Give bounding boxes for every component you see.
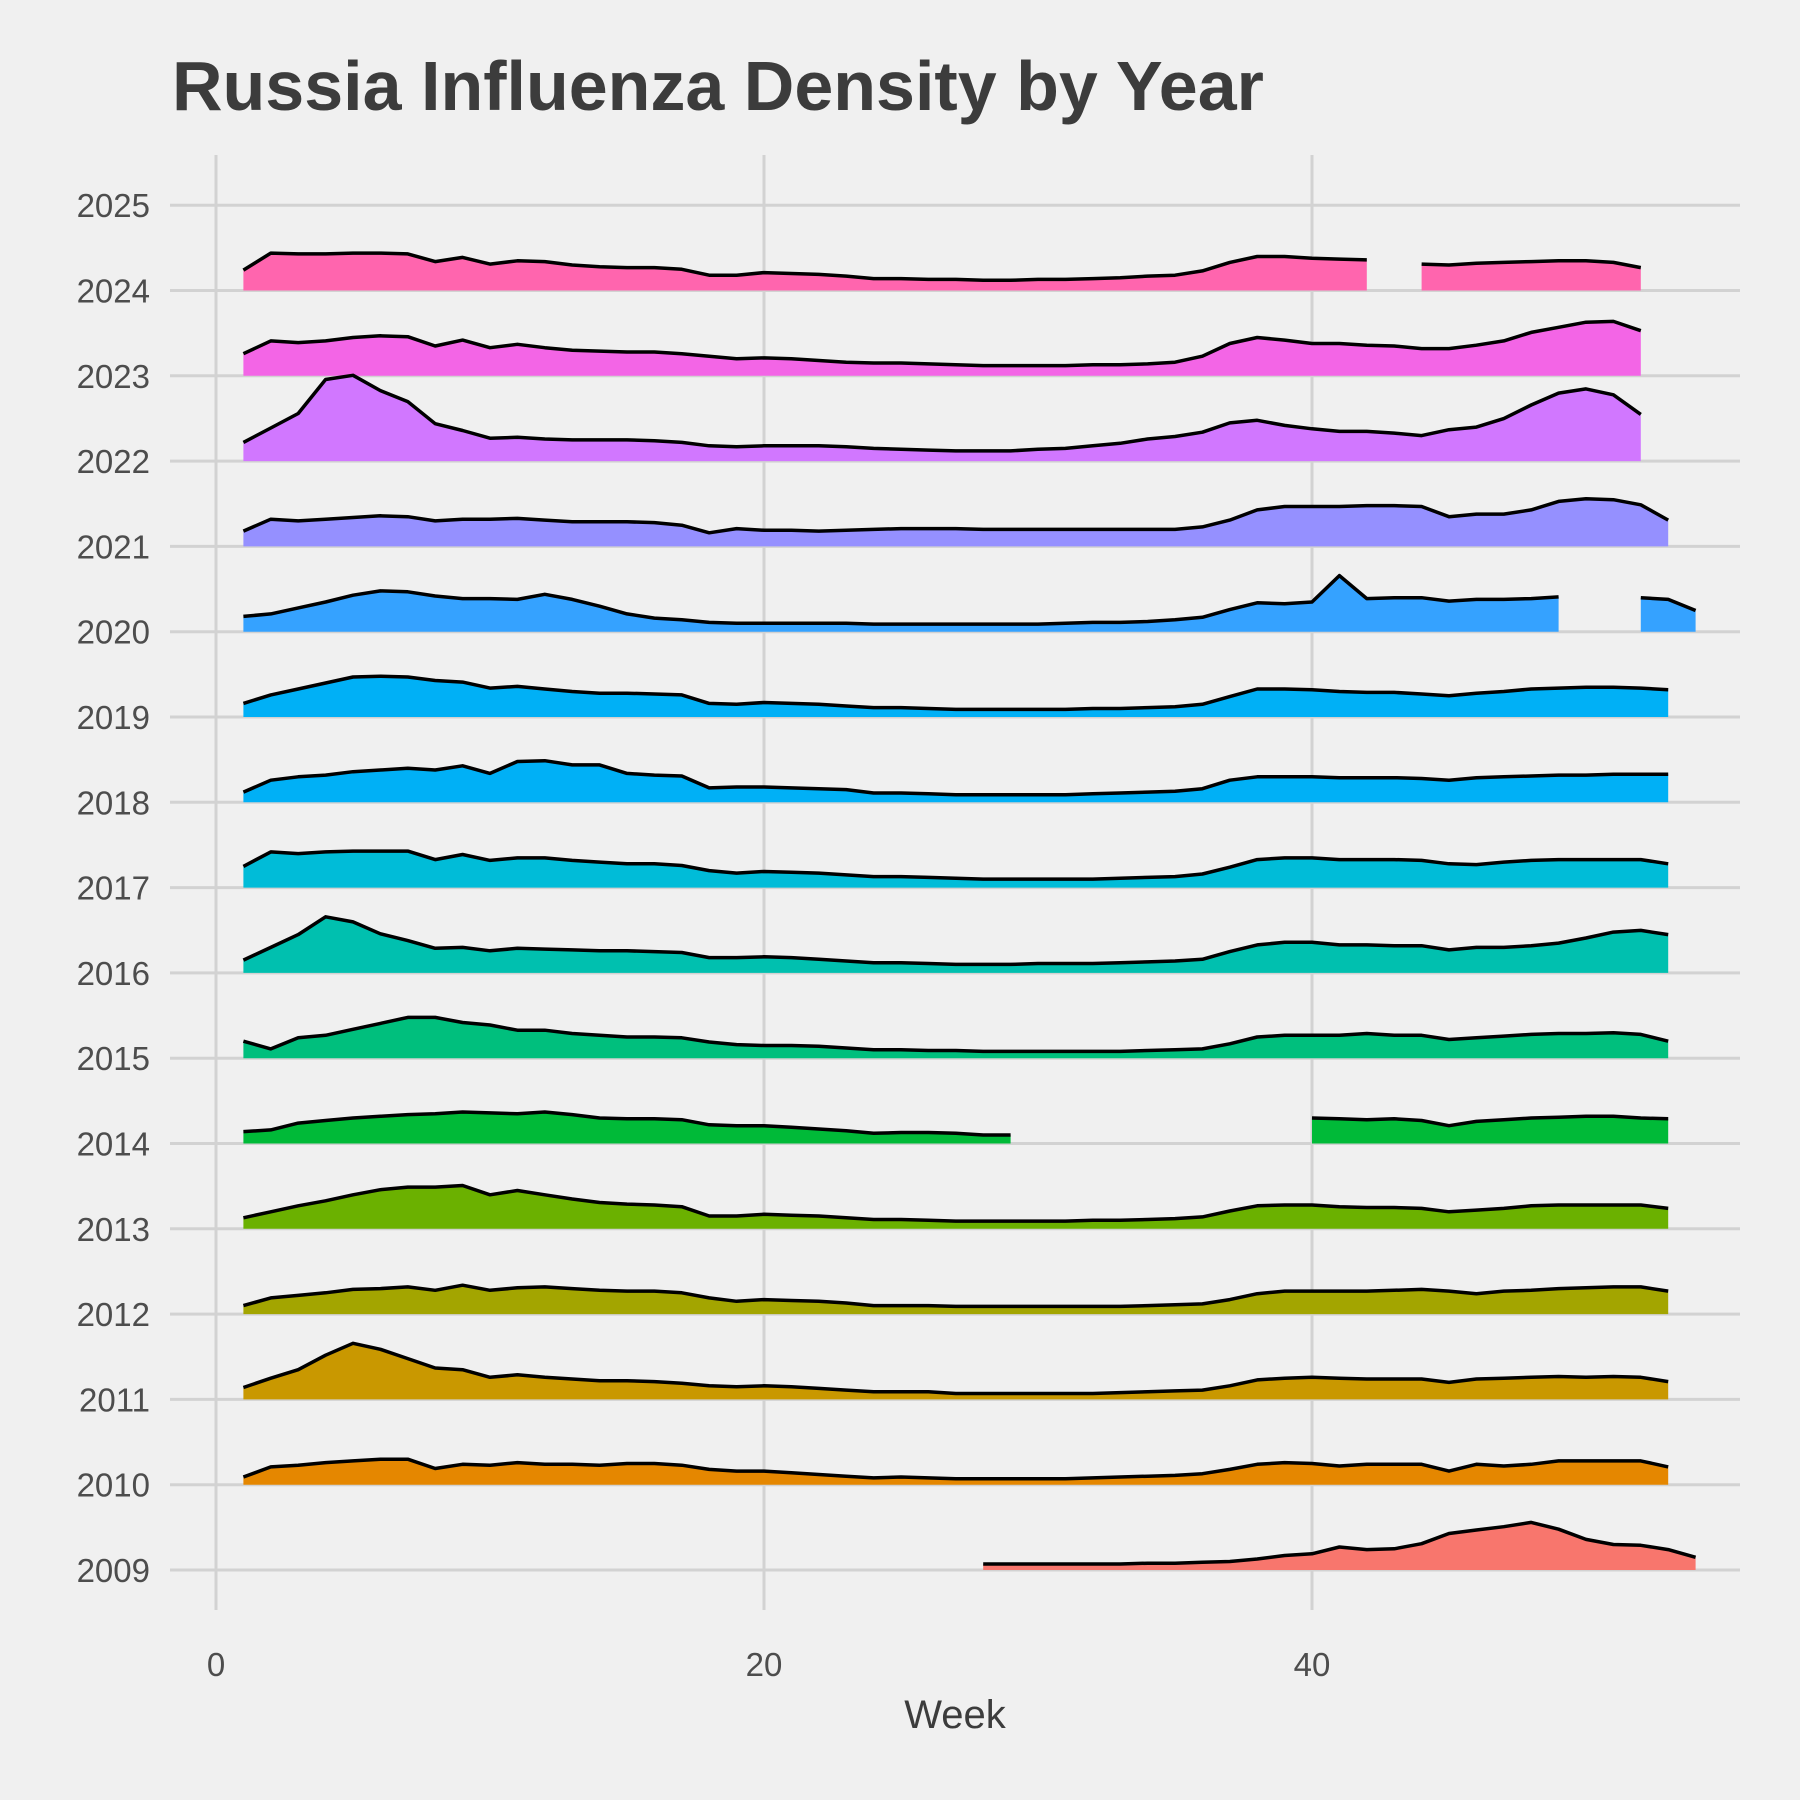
ridge-2015 — [242, 1015, 1669, 1059]
axis-ticks: 0 20 40 2009 2010 2011 2012 2013 2014 2015 2016 201… — [77, 187, 1331, 1683]
y-tick-label: 2023 — [77, 358, 150, 395]
ridges — [242, 251, 1697, 1570]
ridge-area — [243, 1185, 1669, 1229]
ridge-area — [243, 1017, 1669, 1059]
ridge-area — [243, 1285, 1669, 1315]
ridge-line — [983, 1520, 1697, 1566]
ridge-2016 — [242, 915, 1669, 973]
y-tick-label: 2010 — [77, 1467, 150, 1504]
x-axis-title: Week — [904, 1693, 1007, 1737]
chart-title: Russia Influenza Density by Year — [172, 47, 1264, 125]
y-tick-label: 2012 — [77, 1296, 150, 1333]
ridge-area — [243, 321, 1641, 376]
x-tick-label: 40 — [1294, 1646, 1331, 1683]
y-tick-label: 2018 — [77, 784, 150, 821]
ridge-line — [1421, 259, 1642, 270]
ridge-area — [243, 498, 1669, 547]
ridge-2022 — [242, 373, 1642, 462]
ridge-line — [242, 319, 1642, 368]
ridge-line — [242, 251, 1367, 283]
ridge-2013 — [243, 1183, 1669, 1229]
ridge-2019 — [242, 674, 1669, 717]
ridge-area — [243, 1459, 1669, 1485]
ridge-2012 — [242, 1283, 1669, 1315]
ridge-2009 — [983, 1520, 1697, 1570]
ridge-line — [242, 1015, 1669, 1054]
ridge-2018 — [242, 758, 1669, 803]
ridge-2021 — [242, 497, 1670, 547]
ridge-line — [243, 1183, 1669, 1223]
y-tick-label: 2019 — [77, 699, 150, 736]
ridge-2023 — [242, 319, 1642, 376]
ridge-2017 — [242, 849, 1669, 888]
y-tick-label: 2024 — [77, 273, 150, 310]
y-tick-label: 2020 — [77, 614, 150, 651]
y-tick-label: 2011 — [79, 1381, 150, 1418]
y-tick-label: 2013 — [77, 1211, 150, 1248]
ridge-line — [243, 1110, 1011, 1137]
ridge-area — [243, 375, 1641, 462]
ridge-area — [243, 851, 1669, 888]
ridge-line — [242, 497, 1670, 535]
ridge-line — [242, 849, 1669, 881]
y-tick-label: 2009 — [77, 1552, 150, 1589]
y-tick-label: 2016 — [77, 955, 150, 992]
ridge-2024 — [242, 251, 1642, 291]
ridge-area — [1640, 597, 1696, 632]
ridge-line — [1640, 595, 1697, 613]
ridge-line — [242, 373, 1642, 453]
ridge-area — [1312, 1116, 1669, 1144]
ridge-line — [242, 758, 1669, 797]
ridge-line — [242, 1457, 1669, 1481]
ridge-line — [242, 915, 1669, 967]
ridge-line — [242, 674, 1669, 712]
y-tick-label: 2022 — [77, 443, 150, 480]
ridge-area — [243, 1112, 1011, 1144]
ridge-2020 — [243, 573, 1697, 632]
ridge-2014 — [243, 1110, 1669, 1144]
y-tick-label: 2014 — [77, 1126, 150, 1163]
ridge-2010 — [242, 1457, 1669, 1485]
y-tick-label: 2015 — [77, 1040, 150, 1077]
ridge-line — [242, 1341, 1669, 1396]
ridge-line — [1311, 1114, 1669, 1128]
ridge-area — [1421, 260, 1641, 291]
x-tick-label: 0 — [207, 1646, 225, 1683]
x-tick-label: 20 — [746, 1646, 783, 1683]
ridge-area — [983, 1522, 1696, 1570]
ridge-area — [243, 916, 1669, 973]
y-tick-label: 2017 — [77, 870, 150, 907]
y-tick-label: 2025 — [77, 187, 150, 224]
ridge-line — [243, 573, 1559, 626]
ridge-area — [243, 760, 1669, 803]
ridge-area — [243, 575, 1559, 632]
ridge-area — [243, 1343, 1669, 1400]
ridge-area — [243, 676, 1669, 717]
ridge-2011 — [242, 1341, 1669, 1400]
ridge-line — [242, 1283, 1669, 1309]
y-tick-label: 2021 — [77, 528, 150, 565]
